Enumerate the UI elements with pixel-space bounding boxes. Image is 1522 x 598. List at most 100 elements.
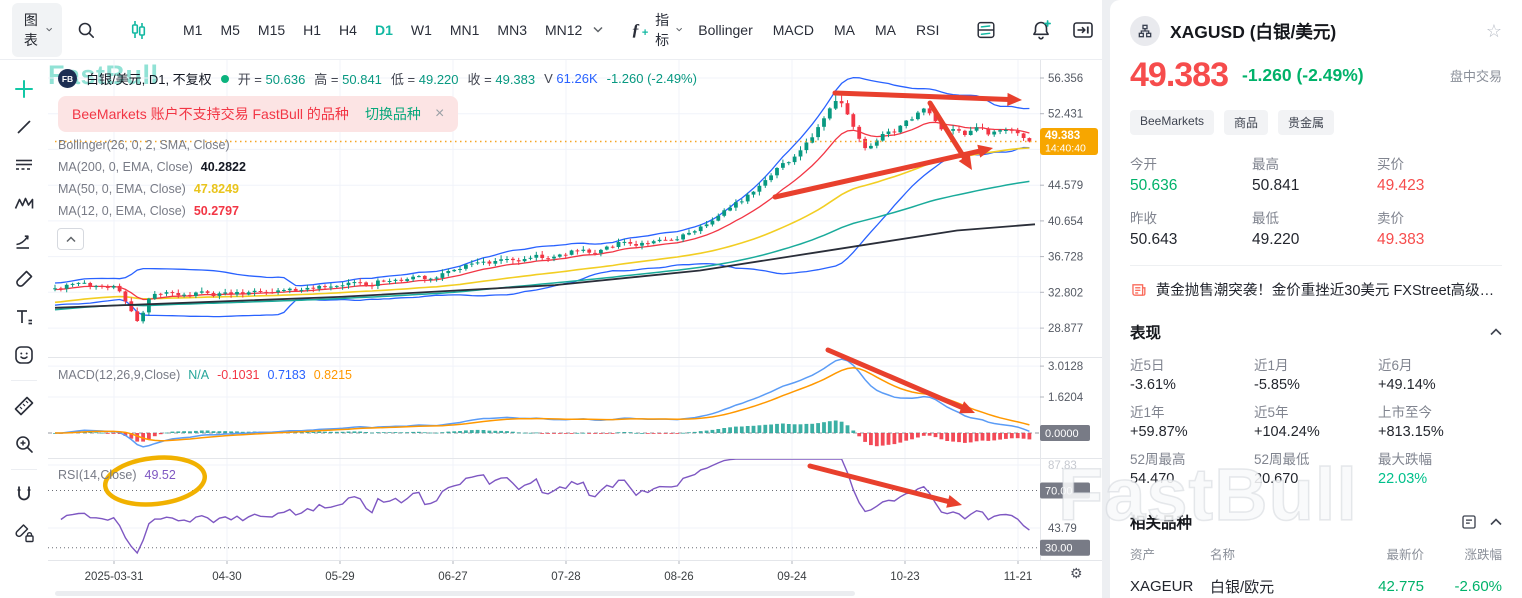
trend-arrow — [832, 90, 1012, 102]
time-grid: 2025-03-31 04-30 05-29 06-27 07-28 08-26 09-24… — [85, 60, 1033, 583]
indicators-button[interactable]: ƒ + 指标 — [625, 4, 688, 56]
axis-level-badge: 30.00 — [1040, 539, 1090, 556]
collapse-indicators-button[interactable] — [57, 228, 84, 250]
horizontal-scrollbar[interactable] — [55, 591, 855, 596]
lock-drawings-button[interactable] — [7, 516, 41, 550]
svg-text:10-23: 10-23 — [890, 571, 919, 583]
timeframe-d1[interactable]: D1 — [366, 16, 402, 44]
switch-symbol-link[interactable]: 切换品种 — [364, 106, 421, 122]
alerts-button[interactable] — [1023, 12, 1059, 48]
shortcut-macd[interactable]: MACD — [763, 16, 824, 44]
timeframe-mn3[interactable]: MN3 — [488, 16, 536, 44]
fib-lines-tool-button[interactable] — [7, 148, 41, 182]
magnet-tool-button[interactable] — [7, 478, 41, 512]
rsi-legend-row[interactable]: RSI(14,Close) 49.52 — [58, 468, 176, 482]
zoom-in-icon — [16, 436, 33, 453]
shortcut-bollinger[interactable]: Bollinger — [688, 16, 762, 44]
org-icon — [1138, 24, 1152, 38]
shortcut-rsi[interactable]: RSI — [906, 16, 949, 44]
forecast-tool-button[interactable] — [7, 224, 41, 258]
close-label: 收 = — [467, 72, 492, 87]
related-symbols-table: 资产 名称 最新价 涨跌幅 XAGEUR 白银/欧元 42.775 -2.60%… — [1130, 544, 1502, 598]
symbol-sidebar: XAGUSD (白银/美元) ☆ 49.383 -1.260 (-2.49%) … — [1110, 0, 1522, 598]
curved-arrow-icon — [16, 235, 29, 249]
favorite-star-icon[interactable]: ☆ — [1485, 20, 1502, 41]
sidebar-header: XAGUSD (白银/美元) ☆ — [1130, 0, 1502, 46]
text-tool-button[interactable] — [7, 300, 41, 334]
account-warning-banner: BeeMarkets 账户不支持交易 FastBull 的品种 切换品种 × — [58, 96, 459, 132]
timeframe-h1[interactable]: H1 — [294, 16, 330, 44]
chevron-up-icon[interactable] — [1490, 518, 1502, 526]
candle-style-button[interactable] — [122, 13, 154, 47]
timeframe-w1[interactable]: W1 — [402, 16, 441, 44]
macd-na-value: N/A — [188, 368, 210, 382]
candlestick-icon — [131, 20, 146, 39]
svg-text:44.579: 44.579 — [1048, 180, 1083, 192]
tag-subcategory[interactable]: 贵金属 — [1278, 110, 1335, 135]
price-chart-canvas[interactable]: 2025-03-31 04-30 05-29 06-27 07-28 08-26 09-24… — [48, 60, 1102, 598]
last-price: 49.383 — [1130, 56, 1229, 94]
trendline-tool-button[interactable] — [7, 110, 41, 144]
gear-icon[interactable]: ⚙ — [1070, 565, 1083, 581]
timeframe-dropdown-button[interactable] — [591, 24, 605, 35]
candlesticks-layer — [53, 95, 1032, 324]
rsi-line — [60, 459, 1030, 555]
rail-divider — [11, 469, 37, 470]
bollinger-legend-row[interactable]: Bollinger(26, 0, 2, SMA, Close) — [58, 138, 230, 152]
text-icon — [17, 310, 32, 325]
tag-broker[interactable]: BeeMarkets — [1130, 110, 1215, 135]
chevron-up-icon[interactable] — [1490, 328, 1502, 336]
divider — [1130, 265, 1502, 266]
layout-panels-button[interactable] — [969, 13, 1003, 47]
zoom-in-tool-button[interactable] — [7, 427, 41, 461]
timeframe-mn12[interactable]: MN12 — [536, 16, 591, 44]
svg-text:11-21: 11-21 — [1004, 571, 1033, 583]
timeframe-m1[interactable]: M1 — [174, 16, 211, 44]
search-button[interactable] — [70, 14, 102, 46]
emoji-tool-button[interactable] — [7, 338, 41, 372]
legend-symbol-title[interactable]: 白银/美元, D1, 不复权 — [86, 72, 212, 87]
session-status: 盘中交易 — [1449, 69, 1502, 84]
layout-panels-icon — [977, 21, 995, 38]
shortcut-ma-1[interactable]: MA — [824, 16, 865, 44]
ma12-legend-row[interactable]: MA(12, 0, EMA, Close) 50.2797 — [58, 204, 239, 218]
crosshair-tool-button[interactable] — [7, 72, 41, 106]
timeframe-h4[interactable]: H4 — [330, 16, 366, 44]
sign-in-button[interactable] — [1065, 12, 1101, 48]
list-panel-icon[interactable] — [1460, 513, 1478, 531]
ruler-icon — [14, 396, 34, 416]
measure-tool-button[interactable] — [7, 389, 41, 423]
tag-category[interactable]: 商品 — [1224, 110, 1269, 135]
ma50-legend-row[interactable]: MA(50, 0, EMA, Close) 47.8249 — [58, 182, 239, 196]
ma200-label: MA(200, 0, EMA, Close) — [58, 160, 193, 174]
rsi-label: RSI(14,Close) — [58, 468, 137, 482]
rail-divider — [11, 380, 37, 381]
timeframe-mn1[interactable]: MN1 — [441, 16, 489, 44]
macd-dif-value: 0.7183 — [267, 368, 306, 382]
crosshair-plus-icon — [15, 80, 33, 98]
quote-bid: 买价 49.423 — [1377, 157, 1425, 194]
news-item[interactable]: 黄金抛售潮突袭！金价重挫近30美元 FXStreet高级分... — [1130, 279, 1502, 300]
ma12-value: 50.2797 — [193, 204, 240, 218]
panel-separators — [48, 60, 1102, 561]
chart-menu-button[interactable]: 图表 — [12, 2, 62, 57]
timeframe-m15[interactable]: M15 — [249, 16, 294, 44]
table-row-xageur[interactable]: XAGEUR 白银/欧元 42.775 -2.60% — [1130, 578, 1502, 596]
perf-1m: 近1月 -5.85% — [1254, 358, 1300, 393]
drawn-annotations[interactable] — [102, 90, 1022, 509]
chart-area: 2025-03-31 04-30 05-29 06-27 07-28 08-26 09-24… — [48, 60, 1102, 598]
shortcut-ma-2[interactable]: MA — [865, 16, 906, 44]
brush-tool-button[interactable] — [7, 262, 41, 296]
ma200-legend-row[interactable]: MA(200, 0, EMA, Close) 40.2822 — [58, 160, 246, 174]
trend-arrow-head — [1007, 92, 1022, 106]
pattern-tool-button[interactable] — [7, 186, 41, 220]
quote-high: 最高 50.841 — [1252, 157, 1300, 194]
close-icon[interactable]: × — [434, 105, 445, 122]
timeframe-m5[interactable]: M5 — [211, 16, 248, 44]
close-value: 49.383 — [495, 72, 536, 87]
sign-in-icon — [1073, 21, 1094, 38]
price-axis-labels[interactable]: 56.356 52.431 44.579 40.654 36.728 32.802 28.8… — [1040, 73, 1084, 535]
perf-max-drawdown: 最大跌幅 22.03% — [1378, 452, 1432, 487]
macd-legend-row[interactable]: MACD(12,26,9,Close) N/A -0.1031 0.7183 0… — [58, 368, 352, 382]
